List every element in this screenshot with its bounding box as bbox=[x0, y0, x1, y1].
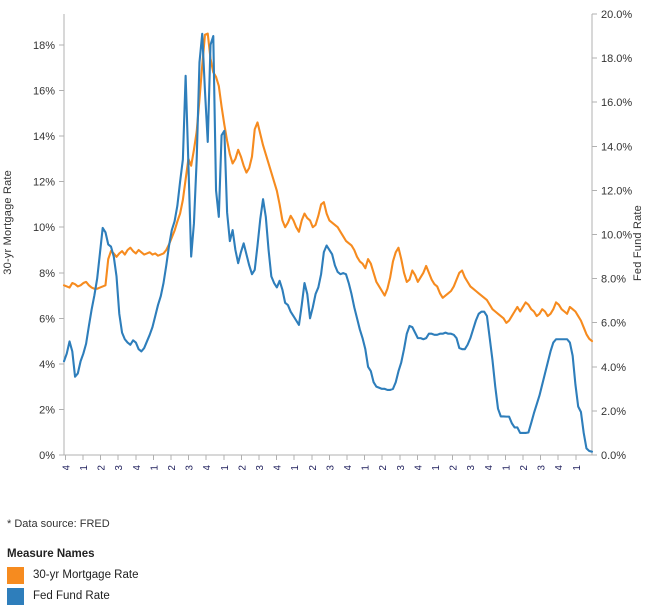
x-axis-tick-label: 1976 Q4 bbox=[132, 465, 143, 470]
svg-text:1991 Q4: 1991 Q4 bbox=[343, 465, 354, 470]
svg-text:1971 Q4: 1971 Q4 bbox=[61, 465, 72, 470]
svg-text:1994 Q2: 1994 Q2 bbox=[378, 465, 389, 470]
data-source-footnote: * Data source: FRED bbox=[7, 518, 110, 530]
legend-title: Measure Names bbox=[7, 548, 95, 560]
legend-item[interactable]: 30-yr Mortgage Rate bbox=[7, 565, 138, 585]
y2-axis-tick-label: 14.0% bbox=[601, 141, 632, 153]
x-axis-tick-label: 1986 Q4 bbox=[273, 465, 284, 470]
svg-text:1978 Q1: 1978 Q1 bbox=[149, 465, 160, 470]
svg-text:1990 Q3: 1990 Q3 bbox=[325, 465, 336, 470]
x-axis-tick-label: 2001 Q4 bbox=[484, 465, 495, 470]
x-axis-tick-label: 1990 Q3 bbox=[325, 465, 336, 470]
svg-text:1974 Q2: 1974 Q2 bbox=[97, 465, 108, 470]
svg-text:1996 Q4: 1996 Q4 bbox=[413, 465, 424, 470]
svg-text:2006 Q4: 2006 Q4 bbox=[554, 465, 565, 470]
legend: Measure Names 30-yr Mortgage Rate Fed Fun… bbox=[7, 548, 138, 607]
x-axis-tick-label: 1983 Q1 bbox=[220, 465, 231, 470]
y2-axis-tick-label: 2.0% bbox=[601, 406, 626, 418]
svg-text:1988 Q1: 1988 Q1 bbox=[290, 465, 301, 470]
x-axis-tick-label: 1993 Q1 bbox=[361, 465, 372, 470]
legend-color-swatch bbox=[7, 566, 24, 584]
x-axis-tick-label: 1999 Q2 bbox=[449, 465, 460, 470]
x-axis-tick-label: 1979 Q2 bbox=[167, 465, 178, 470]
dual-axis-line-chart: 0% 2% 4% 6% 8% 10% 12% 14% 16% 18% 0.0% 2.0% 4.0% 6.0… bbox=[33, 9, 632, 470]
svg-text:2000 Q3: 2000 Q3 bbox=[466, 465, 477, 470]
y-axis-tick-label: 18% bbox=[33, 40, 55, 52]
y-axis-tick-label: 0% bbox=[39, 450, 55, 462]
x-axis-tick-label: 2004 Q2 bbox=[519, 465, 530, 470]
x-axis-tick-label: 1974 Q2 bbox=[97, 465, 108, 470]
legend-item-label: Fed Fund Rate bbox=[33, 590, 110, 602]
x-axis-tick-label: 2005 Q3 bbox=[537, 465, 548, 470]
y2-axis-tick-label: 16.0% bbox=[601, 97, 632, 109]
x-axis-tick-label: 1975 Q3 bbox=[114, 465, 125, 470]
x-axis-tick-label: 2000 Q3 bbox=[466, 465, 477, 470]
svg-text:1983 Q1: 1983 Q1 bbox=[220, 465, 231, 470]
svg-text:1980 Q3: 1980 Q3 bbox=[185, 465, 196, 470]
svg-text:2004 Q2: 2004 Q2 bbox=[519, 465, 530, 470]
x-axis-tick-label: 1971 Q4 bbox=[61, 465, 72, 470]
svg-text:1981 Q4: 1981 Q4 bbox=[202, 465, 213, 470]
x-axis-tick-label: 2003 Q1 bbox=[501, 465, 512, 470]
svg-text:1985 Q3: 1985 Q3 bbox=[255, 465, 266, 470]
y-axis-tick-label: 2% bbox=[39, 404, 55, 416]
x-axis-tick-label: 2008 Q1 bbox=[572, 465, 583, 470]
y2-axis-tick-label: 6.0% bbox=[601, 318, 626, 330]
x-axis-tick-label: 1995 Q3 bbox=[396, 465, 407, 470]
y-axis-tick-label: 6% bbox=[39, 313, 55, 325]
x-axis-tick-label: 1973 Q1 bbox=[79, 465, 90, 470]
y2-axis-tick-label: 0.0% bbox=[601, 450, 626, 462]
x-axis-tick-label: 1989 Q2 bbox=[308, 465, 319, 470]
y-axis-tick-label: 8% bbox=[39, 268, 55, 280]
svg-text:1989 Q2: 1989 Q2 bbox=[308, 465, 319, 470]
svg-text:1976 Q4: 1976 Q4 bbox=[132, 465, 143, 470]
svg-text:1973 Q1: 1973 Q1 bbox=[79, 465, 90, 470]
y-axis-tick-label: 16% bbox=[33, 86, 55, 98]
y2-axis-tick-label: 8.0% bbox=[601, 274, 626, 286]
y-axis-tick-label: 4% bbox=[39, 359, 55, 371]
x-axis-tick-label: 1984 Q2 bbox=[237, 465, 248, 470]
y-axis-tick-label: 14% bbox=[33, 131, 55, 143]
svg-text:1999 Q2: 1999 Q2 bbox=[449, 465, 460, 470]
y-axis-tick-label: 10% bbox=[33, 222, 55, 234]
y2-axis-tick-label: 12.0% bbox=[601, 185, 632, 197]
x-axis-tick-label: 1994 Q2 bbox=[378, 465, 389, 470]
y2-axis-tick-label: 20.0% bbox=[601, 9, 632, 21]
svg-text:1993 Q1: 1993 Q1 bbox=[361, 465, 372, 470]
svg-text:1998 Q1: 1998 Q1 bbox=[431, 465, 442, 470]
x-axis-tick-label: 1991 Q4 bbox=[343, 465, 354, 470]
legend-item-label: 30-yr Mortgage Rate bbox=[33, 569, 139, 581]
legend-item[interactable]: Fed Fund Rate bbox=[7, 586, 138, 606]
legend-items: 30-yr Mortgage Rate Fed Fund Rate bbox=[7, 565, 138, 606]
chart-plot-area: 0% 2% 4% 6% 8% 10% 12% 14% 16% 18% 0.0% 2.0% 4.0% 6.0… bbox=[33, 9, 632, 470]
legend-color-swatch bbox=[7, 587, 24, 605]
svg-text:1995 Q3: 1995 Q3 bbox=[396, 465, 407, 470]
x-axis-tick-label: 1988 Q1 bbox=[290, 465, 301, 470]
y2-axis-tick-label: 18.0% bbox=[601, 53, 632, 65]
svg-text:1986 Q4: 1986 Q4 bbox=[273, 465, 284, 470]
y2-axis-tick-label: 4.0% bbox=[601, 362, 626, 374]
x-axis-tick-label: 1980 Q3 bbox=[185, 465, 196, 470]
x-axis-tick-label: 2006 Q4 bbox=[554, 465, 565, 470]
y2-axis-tick-label: 10.0% bbox=[601, 230, 632, 242]
x-axis-tick-label: 1981 Q4 bbox=[202, 465, 213, 470]
svg-text:1975 Q3: 1975 Q3 bbox=[114, 465, 125, 470]
svg-text:1979 Q2: 1979 Q2 bbox=[167, 465, 178, 470]
svg-text:2005 Q3: 2005 Q3 bbox=[537, 465, 548, 470]
svg-text:1984 Q2: 1984 Q2 bbox=[237, 465, 248, 470]
x-axis-tick-label: 1998 Q1 bbox=[431, 465, 442, 470]
x-axis-tick-label: 1978 Q1 bbox=[149, 465, 160, 470]
svg-text:2008 Q1: 2008 Q1 bbox=[572, 465, 583, 470]
svg-text:2003 Q1: 2003 Q1 bbox=[501, 465, 512, 470]
series-line-1[interactable] bbox=[62, 32, 594, 343]
y-axis-tick-label: 12% bbox=[33, 177, 55, 189]
svg-text:2001 Q4: 2001 Q4 bbox=[484, 465, 495, 470]
series-line-2[interactable] bbox=[62, 32, 594, 453]
x-axis-tick-label: 1985 Q3 bbox=[255, 465, 266, 470]
x-axis-tick-label: 1996 Q4 bbox=[413, 465, 424, 470]
